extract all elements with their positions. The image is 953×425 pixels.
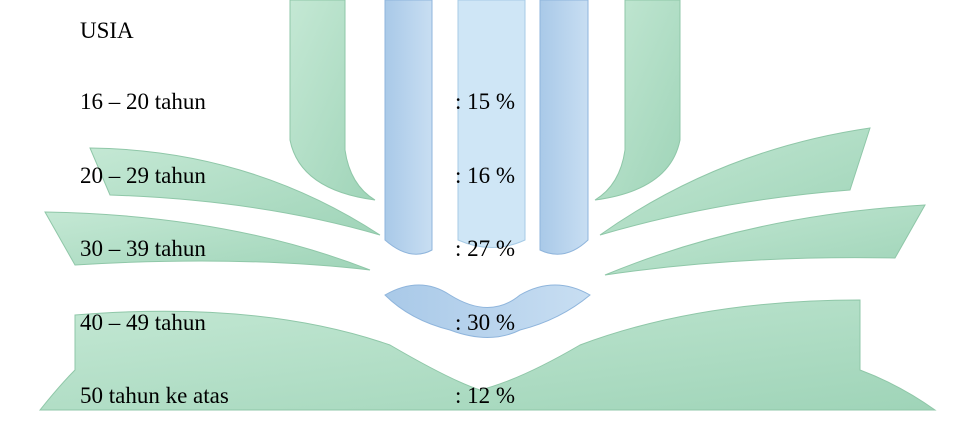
percentage: : 30 % — [455, 309, 516, 335]
heading: USIA — [80, 18, 134, 43]
age-range: 50 tahun ke atas — [80, 383, 229, 408]
age-range: 20 – 29 tahun — [80, 162, 206, 188]
age-range: 30 – 39 tahun — [80, 236, 206, 261]
age-range: 40 – 49 tahun — [80, 309, 206, 335]
percentage: : 16 % — [455, 162, 516, 188]
percentage: : 15 % — [455, 89, 516, 114]
age-range: 16 – 20 tahun — [80, 89, 206, 114]
percentage: : 27 % — [455, 236, 516, 261]
percentage: : 12 % — [455, 383, 516, 408]
